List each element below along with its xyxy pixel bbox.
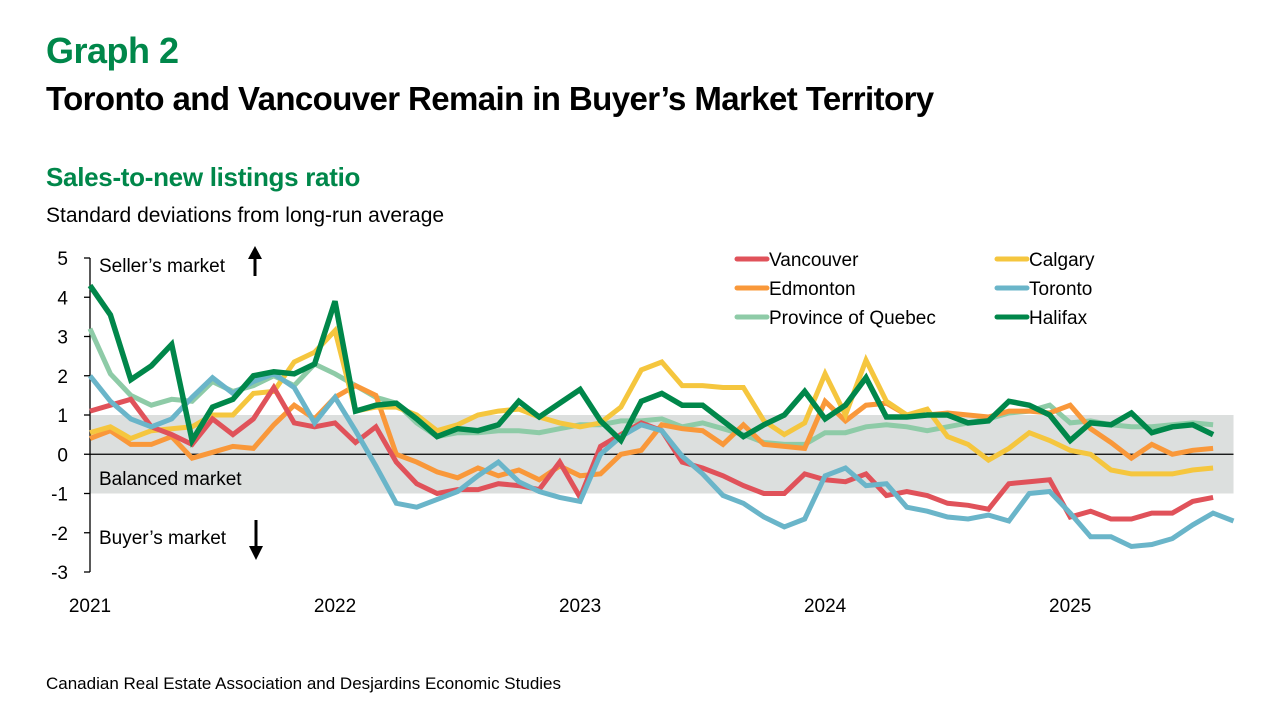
series-line-halifax: [87, 283, 1215, 448]
chart-subtitle: Sales-to-new listings ratio: [46, 162, 361, 192]
balanced-market-label: Balanced market: [99, 469, 242, 490]
y-tick-label: -3: [51, 563, 68, 584]
series-layer: [87, 283, 1235, 550]
legend-label: Calgary: [1029, 250, 1095, 271]
legend-item-toronto: Toronto: [994, 279, 1092, 300]
source-note: Canadian Real Estate Association and Des…: [46, 674, 562, 693]
up-arrow-icon: [248, 246, 262, 276]
legend-item-halifax: Halifax: [994, 308, 1088, 329]
legend-item-calgary: Calgary: [994, 250, 1095, 271]
legend-label: Province of Quebec: [769, 308, 936, 329]
legend-item-edmonton: Edmonton: [734, 279, 856, 300]
y-axis-unit-label: Standard deviations from long-run averag…: [46, 204, 445, 227]
legend-item-province-of-quebec: Province of Quebec: [734, 308, 936, 329]
x-tick-label: 2024: [804, 596, 847, 617]
legend-label: Toronto: [1029, 279, 1092, 300]
series-line-calgary: [89, 325, 1214, 477]
y-tick-label: 4: [57, 288, 68, 309]
y-tick-label: -2: [51, 524, 68, 545]
chart-title: Toronto and Vancouver Remain in Buyer’s …: [46, 80, 934, 117]
legend-label: Vancouver: [769, 250, 859, 271]
graph-label: Graph 2: [46, 30, 179, 71]
y-tick-label: -1: [51, 485, 68, 506]
x-tick-label: 2022: [314, 596, 356, 617]
down-arrow-icon: [249, 520, 263, 560]
buyer-market-label: Buyer’s market: [99, 528, 227, 549]
y-tick-label: 0: [57, 445, 68, 466]
x-tick-label: 2023: [559, 596, 601, 617]
series-line-edmonton: [89, 382, 1214, 483]
y-tick-label: 2: [57, 367, 68, 388]
legend: Vancouver Calgary Edmonton Toronto Province …: [734, 250, 1095, 329]
legend-label: Halifax: [1029, 308, 1088, 329]
y-tick-label: 1: [57, 406, 68, 427]
legend-item-vancouver: Vancouver: [734, 250, 859, 271]
x-tick-label: 2025: [1049, 596, 1091, 617]
series-line-toronto: [88, 371, 1235, 550]
annotation-layer: Seller’s market Balanced market Buyer’s …: [99, 246, 263, 560]
y-tick-label: 3: [57, 328, 68, 349]
y-tick-label: 5: [57, 249, 68, 270]
legend-label: Edmonton: [769, 279, 856, 300]
x-tick-label: 2021: [69, 596, 111, 617]
seller-market-label: Seller’s market: [99, 256, 226, 277]
